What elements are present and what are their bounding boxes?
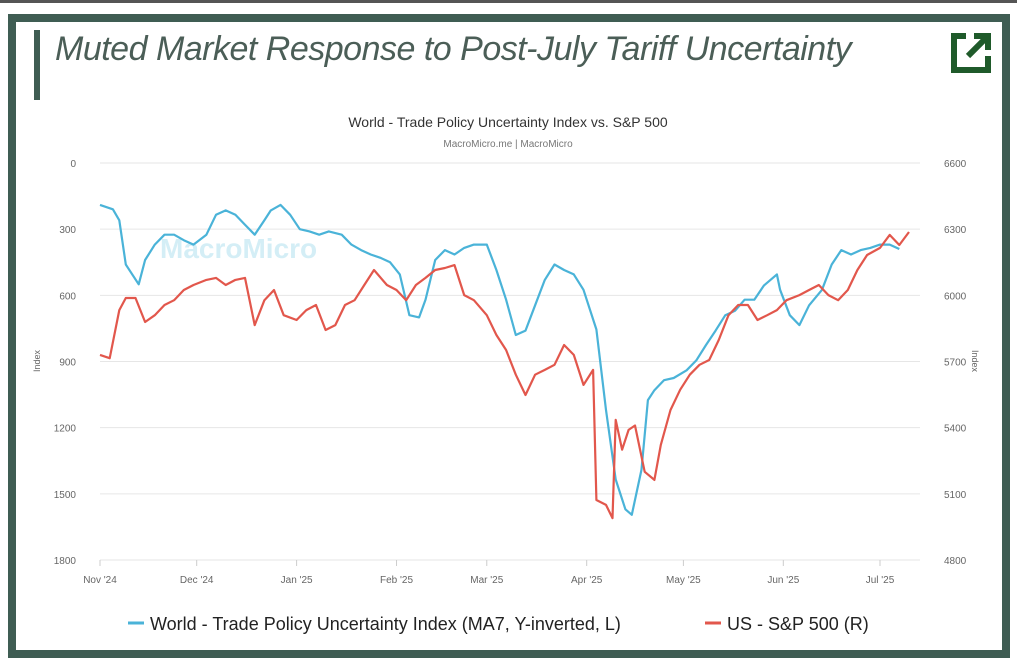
right-tick-label: 5400 xyxy=(944,424,967,435)
left-tick-label: 1500 xyxy=(54,490,77,501)
chart-title: World - Trade Policy Uncertainty Index v… xyxy=(348,114,668,130)
x-tick-label: Apr '25 xyxy=(571,575,603,586)
right-tick-label: 5700 xyxy=(944,358,967,369)
watermark-logo: MacroMicro xyxy=(160,233,317,264)
x-tick-label: May '25 xyxy=(666,575,701,586)
legend-label-sp500[interactable]: US - S&P 500 (R) xyxy=(727,614,869,634)
left-tick-label: 1200 xyxy=(54,424,77,435)
x-tick-label: Jul '25 xyxy=(866,575,895,586)
card-frame xyxy=(8,14,1010,658)
left-axis-label: Index xyxy=(32,349,42,372)
left-tick-label: 900 xyxy=(59,358,76,369)
x-tick-label: Jan '25 xyxy=(281,575,313,586)
left-tick-label: 1800 xyxy=(54,556,77,567)
x-tick-label: Feb '25 xyxy=(380,575,413,586)
x-tick-label: Nov '24 xyxy=(83,575,117,586)
chart-subtitle: MacroMicro.me | MacroMicro xyxy=(443,139,573,150)
left-tick-label: 600 xyxy=(59,291,76,302)
right-tick-label: 4800 xyxy=(944,556,967,567)
right-tick-label: 6300 xyxy=(944,225,967,236)
external-link-icon[interactable] xyxy=(950,30,992,74)
series-line-sp500 xyxy=(99,231,910,520)
right-tick-label: 6600 xyxy=(944,159,967,170)
legend-label-tpu[interactable]: World - Trade Policy Uncertainty Index (… xyxy=(150,614,621,634)
title-accent-bar xyxy=(34,30,40,100)
x-tick-label: Dec '24 xyxy=(180,575,214,586)
legend: World - Trade Policy Uncertainty Index (… xyxy=(128,614,869,634)
page-title: Muted Market Response to Post-July Tarif… xyxy=(55,30,852,68)
left-tick-label: 0 xyxy=(70,159,76,170)
x-tick-label: Mar '25 xyxy=(470,575,503,586)
window-top-edge xyxy=(0,0,1017,3)
right-tick-label: 6000 xyxy=(944,291,967,302)
right-tick-label: 5100 xyxy=(944,490,967,501)
right-axis-label: Index xyxy=(970,350,980,373)
left-tick-label: 300 xyxy=(59,225,76,236)
series-line-tpu xyxy=(99,203,900,516)
x-tick-label: Jun '25 xyxy=(767,575,799,586)
